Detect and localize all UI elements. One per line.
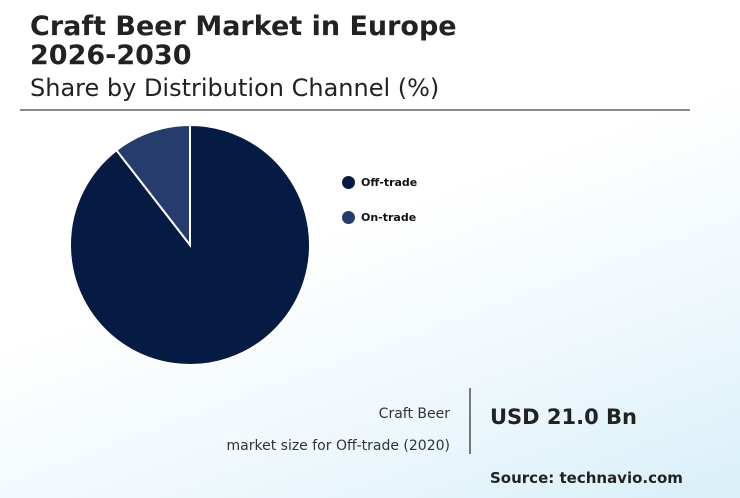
legend-label-off-trade: Off-trade xyxy=(361,175,418,189)
chart-subtitle: Share by Distribution Channel (%) xyxy=(30,74,440,102)
legend-label-on-trade: On-trade xyxy=(361,210,417,224)
kpi-label: Craft Beer market size for Off-trade (20… xyxy=(227,398,450,462)
title-divider xyxy=(20,109,690,111)
kpi-label-line2: market size for Off-trade (2020) xyxy=(226,438,450,454)
chart-title: Craft Beer Market in Europe 2026-2030 xyxy=(30,11,457,71)
source-credit: Source: technavio.com xyxy=(490,469,683,487)
kpi-divider xyxy=(469,388,471,454)
pie-chart xyxy=(69,123,311,366)
legend-swatch-off-trade xyxy=(342,175,355,189)
kpi-label-line1: Craft Beer xyxy=(378,406,450,422)
kpi-value: USD 21.0 Bn xyxy=(490,405,637,429)
legend-item-on-trade: On-trade xyxy=(342,208,417,226)
legend-swatch-on-trade xyxy=(342,210,355,224)
legend-item-off-trade: Off-trade xyxy=(342,173,417,191)
pie-slice-on-trade xyxy=(115,123,191,248)
legend: Off-trade On-trade xyxy=(342,173,417,243)
